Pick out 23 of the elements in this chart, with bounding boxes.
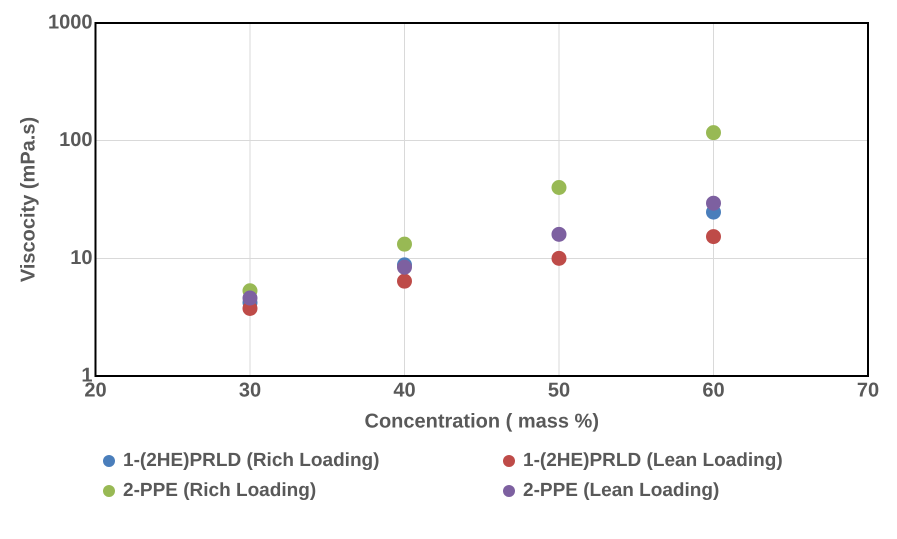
point xyxy=(242,290,258,306)
y-tick-label: 1000 xyxy=(48,12,92,34)
point xyxy=(396,236,412,252)
y-axis-title: Viscocity (mPa.s) xyxy=(18,116,40,282)
x-axis-title: Concentration ( mass %) xyxy=(364,410,599,433)
point xyxy=(396,274,412,289)
point xyxy=(551,226,566,242)
point xyxy=(706,125,721,140)
x-tick-label: 50 xyxy=(548,380,570,402)
point xyxy=(706,196,721,211)
point xyxy=(706,229,721,244)
x-tick-label: 60 xyxy=(702,380,725,402)
point xyxy=(551,250,566,266)
x-tick-label: 40 xyxy=(393,380,416,402)
y-tick-label: 10 xyxy=(70,246,92,269)
y-tick-label: 100 xyxy=(59,129,92,152)
point xyxy=(551,180,566,195)
x-tick-label: 30 xyxy=(238,380,262,402)
x-tick-label: 70 xyxy=(856,380,880,402)
legend-label: 1-(2HE)PRLD (Lean Loading) xyxy=(523,450,783,472)
legend-label: 1-(2HE)PRLD (Rich Loading) xyxy=(123,450,380,472)
legend-label: 2-PPE (Rich Loading) xyxy=(123,480,316,502)
legend-label: 2-PPE (Lean Loading) xyxy=(523,480,720,502)
